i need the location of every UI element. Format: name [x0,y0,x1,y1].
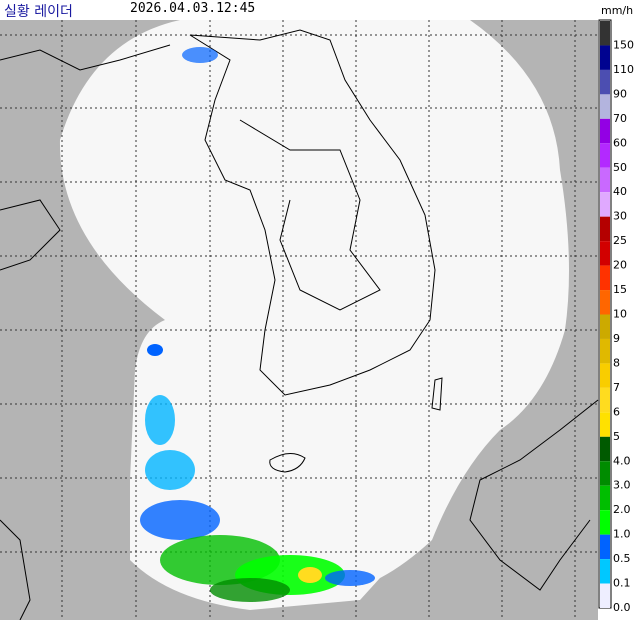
legend-swatch [600,485,610,511]
legend-label: 0.0 [613,601,631,614]
legend-swatch [600,21,610,46]
legend-label: 1.0 [613,528,631,541]
legend-label: 3.0 [613,479,631,492]
legend: 150 110 90 70 60 50 40 30 25 20 15 10 9 8 7 6 5 4.0 3.0 2.0… [600,21,634,614]
legend-label: 4.0 [613,454,631,467]
legend-label: 50 [613,161,627,174]
legend-label: 40 [613,185,627,198]
legend-label: 7 [613,381,620,394]
legend-swatch [600,461,610,486]
legend-label: 8 [613,356,620,369]
legend-swatch [600,387,610,413]
legend-swatch [600,290,610,315]
legend-label: 5 [613,430,620,443]
legend-label: 150 [613,38,634,51]
legend-label: 25 [613,234,627,247]
legend-label: 110 [613,63,634,76]
legend-swatch [600,94,610,119]
legend-swatch [600,69,610,95]
legend-label: 0.5 [613,552,631,565]
legend-swatch [600,241,610,266]
legend-swatch [600,338,610,364]
legend-swatch [600,265,610,291]
legend-label: 60 [613,136,627,149]
page-title: 실황 레이더 [4,4,73,20]
legend-swatch [600,192,610,217]
legend-label: 6 [613,405,620,418]
legend-label: 10 [613,308,627,321]
legend-label: 70 [613,112,627,125]
legend-swatch [600,363,610,388]
legend-swatch [600,510,610,535]
legend-swatch [600,314,610,339]
legend-swatch [600,118,610,144]
precipitation-echo [140,47,375,602]
coastline [0,29,599,620]
legend-label: 30 [613,210,627,223]
legend-swatch [600,216,610,242]
grid [0,20,598,620]
legend-label: 9 [613,332,620,345]
timestamp: 2026.04.03.12:45 [130,1,256,16]
legend-label: 90 [613,87,627,100]
legend-swatch [600,583,610,608]
legend-label: 2.0 [613,503,631,516]
legend-swatch [600,143,610,168]
legend-unit: mm/h [601,4,634,17]
legend-swatch [600,534,610,560]
legend-swatch [600,559,610,584]
legend-swatch [600,45,610,70]
legend-label: 20 [613,259,627,272]
legend-label: 0.1 [613,577,631,590]
legend-swatch [600,167,610,193]
legend-label: 15 [613,283,627,296]
legend-swatch [600,412,610,437]
legend-swatch [600,436,610,462]
